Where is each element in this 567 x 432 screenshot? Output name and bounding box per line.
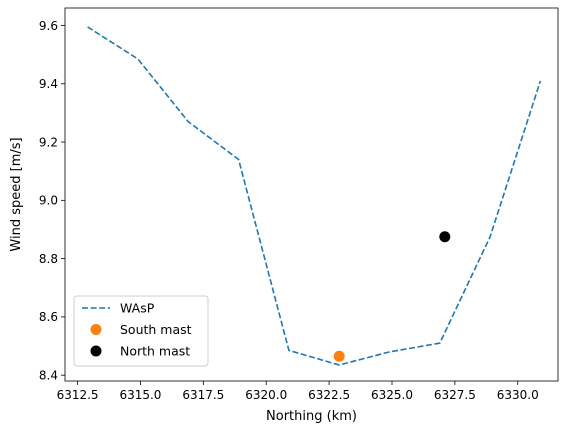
legend-swatch-north-mast bbox=[90, 345, 102, 357]
series-line-wasp bbox=[87, 26, 542, 366]
y-tick-label: 9.6 bbox=[39, 19, 58, 33]
legend-box bbox=[73, 295, 209, 367]
x-axis-label: Northing (km) bbox=[266, 409, 357, 424]
x-tick-label: 6320.0 bbox=[245, 388, 287, 402]
y-axis-label: Wind speed [m/s] bbox=[9, 137, 24, 251]
y-tick-label: 9.0 bbox=[39, 194, 58, 208]
data-point-south-mast bbox=[333, 350, 345, 362]
x-tick-label: 6312.5 bbox=[57, 388, 99, 402]
legend-label-south-mast: South mast bbox=[120, 322, 192, 337]
y-tick-label: 8.4 bbox=[39, 368, 58, 382]
legend-label-wasp: WAsP bbox=[120, 301, 155, 316]
axes-frame bbox=[64, 7, 559, 382]
plot-layer bbox=[87, 26, 542, 366]
y-tick-label: 8.6 bbox=[39, 310, 58, 324]
x-tick-label: 6317.5 bbox=[182, 388, 224, 402]
legend: WAsP South mast North mast bbox=[73, 295, 209, 367]
legend-swatch-south-mast bbox=[90, 324, 102, 335]
y-tick-label: 9.4 bbox=[39, 77, 58, 91]
x-tick-label: 6315.0 bbox=[119, 388, 161, 402]
x-tick-label: 6325.0 bbox=[371, 388, 413, 402]
x-tick-label: 6322.5 bbox=[308, 388, 350, 402]
x-tick-label: 6330.0 bbox=[497, 388, 539, 402]
data-point-north-mast bbox=[439, 231, 451, 243]
x-tick-label: 6327.5 bbox=[434, 388, 476, 402]
y-tick-label: 9.2 bbox=[39, 135, 58, 149]
y-tick-label: 8.8 bbox=[39, 252, 58, 266]
ticks-layer: 6312.5 6315.0 6317.5 6320.0 6322.5 6325.0 6327… bbox=[39, 19, 539, 402]
legend-label-north-mast: North mast bbox=[120, 344, 190, 359]
